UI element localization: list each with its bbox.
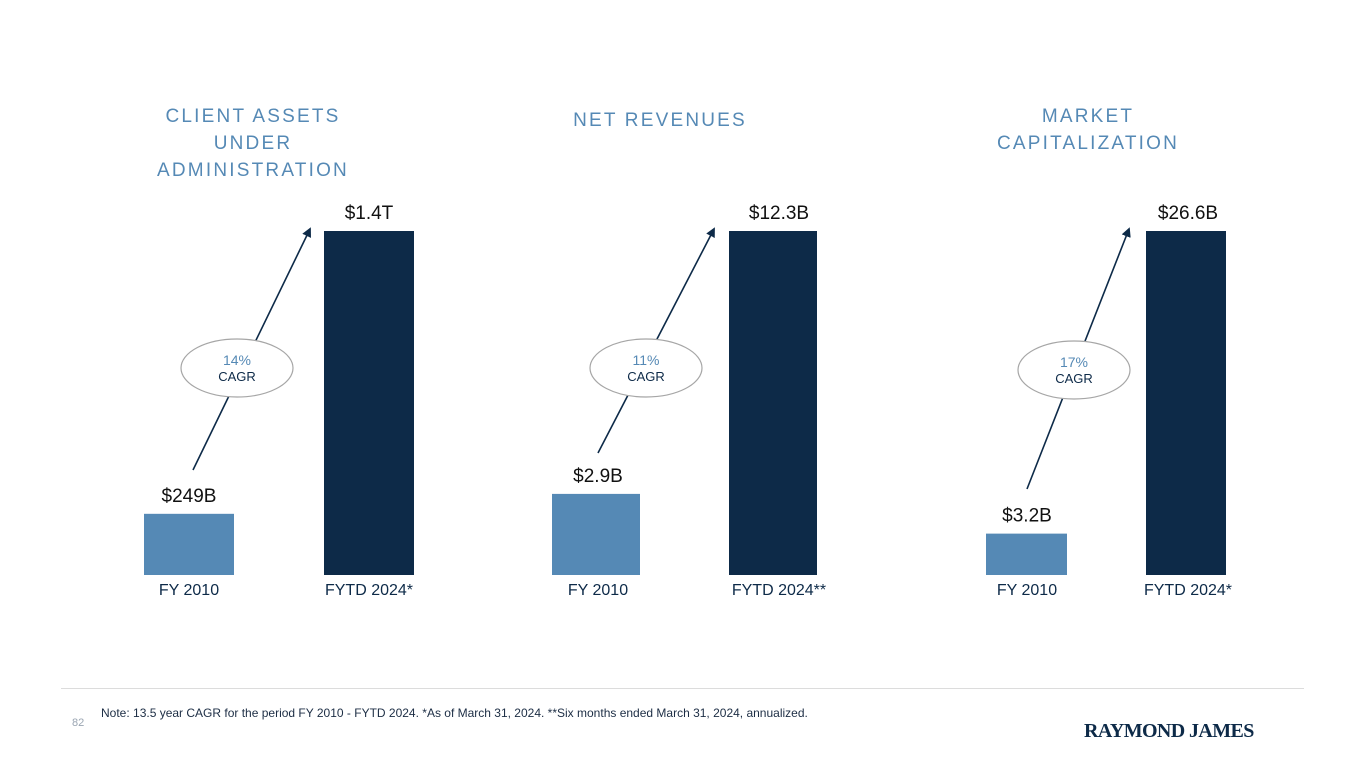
raymond-james-logo: RAYMOND JAMES — [1084, 720, 1254, 742]
bar-fytd2024 — [324, 231, 414, 575]
footer-divider — [61, 688, 1304, 689]
chart-title-line: UNDER — [213, 133, 293, 154]
data-label: $3.2B — [1002, 506, 1052, 527]
chart-title-net-revenues: NET REVENUES — [540, 107, 780, 134]
chart-panel-1: $249B FY 2010 $1.4T FYTD 2024* 14%CAGR — [144, 203, 414, 599]
cagr-label: CAGR — [627, 369, 665, 384]
cagr-percent: 11% — [633, 352, 660, 368]
bar-fytd2024 — [729, 231, 817, 575]
category-label: FY 2010 — [568, 582, 628, 599]
bar-fy2010 — [552, 493, 640, 575]
bar-fytd2024 — [1146, 231, 1226, 575]
page-number: 82 — [72, 717, 85, 729]
category-label: FYTD 2024* — [325, 582, 413, 599]
chart-panel-2: $2.9B FY 2010 $12.3B FYTD 2024** 11%CAGR — [552, 203, 826, 599]
bar-fy2010 — [986, 533, 1067, 575]
data-label: $12.3B — [749, 203, 809, 224]
chart-title-client-assets: CLIENT ASSETS UNDER ADMINISTRATION — [133, 103, 373, 184]
cagr-bubble — [1017, 340, 1131, 400]
cagr-percent: 14% — [223, 352, 251, 368]
chart-title-line: CAPITALIZATION — [996, 133, 1180, 154]
chart-title-line: ADMINISTRATION — [157, 160, 349, 181]
data-label: $26.6B — [1158, 203, 1218, 224]
chart-title-line: NET REVENUES — [573, 110, 747, 131]
category-label: FYTD 2024* — [1144, 582, 1232, 599]
chart-panel-3: $3.2B FY 2010 $26.6B FYTD 2024* 17%CAGR — [986, 203, 1232, 599]
chart-title-line: CLIENT ASSETS — [165, 106, 341, 127]
data-label: $249B — [162, 486, 217, 507]
cagr-label: CAGR — [218, 369, 256, 384]
data-label: $1.4T — [345, 203, 394, 224]
cagr-percent: 17% — [1060, 354, 1088, 370]
bar-fy2010 — [144, 513, 234, 575]
cagr-label: CAGR — [1055, 371, 1093, 386]
category-label: FY 2010 — [159, 582, 219, 599]
data-label: $2.9B — [573, 466, 623, 487]
chart-title-line: MARKET — [1041, 106, 1135, 127]
cagr-bubble — [589, 338, 703, 398]
category-label: FYTD 2024** — [732, 582, 826, 599]
cagr-bubble — [180, 338, 294, 398]
category-label: FY 2010 — [997, 582, 1057, 599]
footnote: Note: 13.5 year CAGR for the period FY 2… — [101, 706, 808, 720]
chart-title-market-cap: MARKET CAPITALIZATION — [968, 103, 1208, 157]
